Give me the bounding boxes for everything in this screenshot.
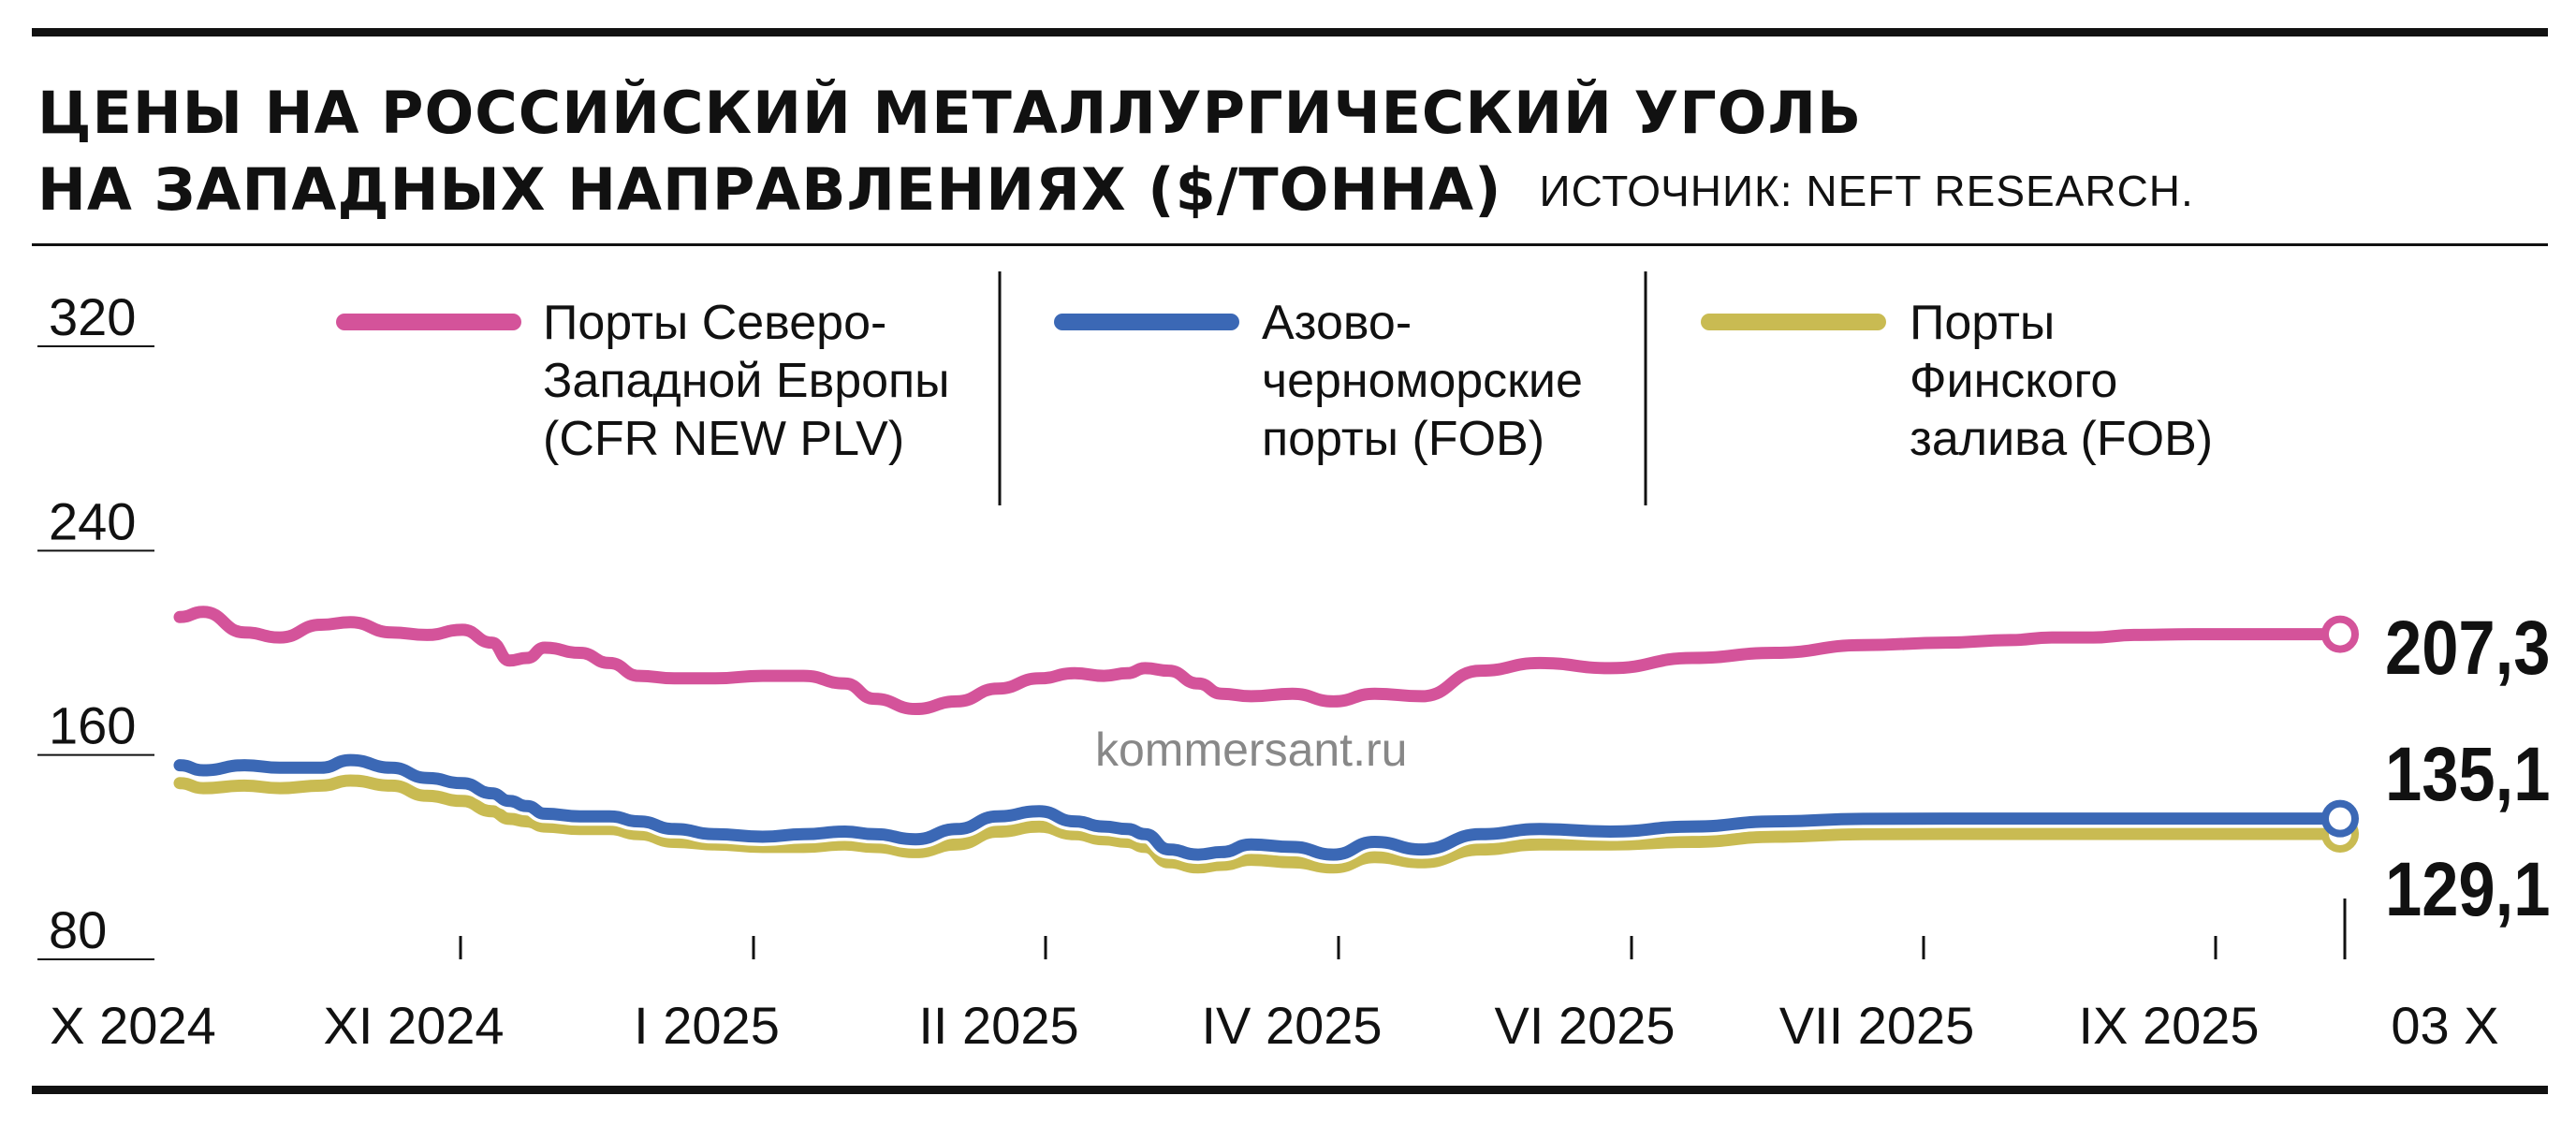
legend-label: (CFR NEW PLV) bbox=[543, 412, 904, 466]
series-end-marker bbox=[2321, 615, 2359, 653]
y-tick-label: 240 bbox=[49, 491, 136, 550]
y-tick-label: 320 bbox=[49, 287, 136, 346]
title-line-2-text: НА ЗАПАДНЫХ НАПРАВЛЕНИЯХ ($/ТОННА) bbox=[37, 155, 1502, 224]
legend-label: Финского bbox=[1910, 354, 2117, 408]
x-tick-label: II 2025 bbox=[918, 996, 1078, 1055]
x-tick-label: VII 2025 bbox=[1779, 996, 1975, 1055]
legend-label: Азово- bbox=[1262, 296, 1412, 350]
series-line bbox=[173, 606, 2347, 715]
watermark: kommersant.ru bbox=[1095, 723, 1407, 776]
x-tick-label: IX 2025 bbox=[2078, 996, 2259, 1055]
chart-title: ЦЕНЫ НА РОССИЙСКИЙ МЕТАЛЛУРГИЧЕСКИЙ УГОЛ… bbox=[37, 75, 2193, 229]
legend-label: Порты Северо- bbox=[543, 296, 886, 350]
legend-label: Порты bbox=[1910, 296, 2055, 350]
series-line bbox=[173, 774, 2347, 874]
legend-label: залива (FOB) bbox=[1910, 412, 2213, 466]
series-end-value: 207,3 bbox=[2385, 606, 2550, 691]
title-line-2: НА ЗАПАДНЫХ НАПРАВЛЕНИЯХ ($/ТОННА) ИСТОЧН… bbox=[37, 152, 2193, 229]
x-tick-label: IV 2025 bbox=[1201, 996, 1382, 1055]
x-tick-label: XI 2024 bbox=[323, 996, 504, 1055]
x-tick-label: 03 X bbox=[2391, 996, 2498, 1055]
series-end-value: 135,1 bbox=[2385, 732, 2550, 817]
series-end-value: 129,1 bbox=[2385, 847, 2550, 932]
x-tick-label: X 2024 bbox=[50, 996, 216, 1055]
y-tick-label: 80 bbox=[49, 900, 107, 959]
y-tick-label: 160 bbox=[49, 696, 136, 755]
header-divider bbox=[32, 243, 2548, 246]
legend-label: порты (FOB) bbox=[1262, 412, 1544, 466]
x-tick-label: I 2025 bbox=[634, 996, 780, 1055]
x-tick-label: VI 2025 bbox=[1494, 996, 1675, 1055]
source-note: ИСТОЧНИК: NEFT RESEARCH. bbox=[1539, 167, 2194, 215]
series-line bbox=[173, 753, 2347, 861]
series-end-marker bbox=[2321, 799, 2359, 838]
legend-label: черноморские bbox=[1262, 354, 1583, 408]
top-rule bbox=[32, 28, 2548, 37]
title-line-1: ЦЕНЫ НА РОССИЙСКИЙ МЕТАЛЛУРГИЧЕСКИЙ УГОЛ… bbox=[37, 79, 1863, 147]
bottom-rule bbox=[32, 1086, 2548, 1094]
legend-label: Западной Европы bbox=[543, 354, 950, 408]
